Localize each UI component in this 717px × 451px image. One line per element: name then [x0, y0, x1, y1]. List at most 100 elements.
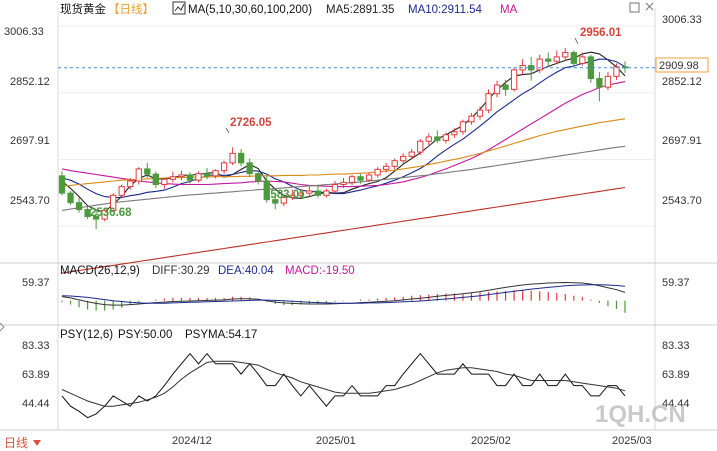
candle: [587, 54, 595, 83]
x-axis: 2024/12 2025/01 2025/02 2025/03: [172, 435, 652, 447]
watermark: 1QH.CN: [595, 401, 686, 428]
current-price-label: 2909.98: [659, 60, 699, 72]
macd-params: MACD(26,12,9): [60, 265, 140, 277]
macd-diff: DIFF:30.29: [152, 265, 210, 277]
y-tick-label: 3006.33: [4, 26, 44, 38]
psy-y-tick: 83.33: [662, 340, 690, 352]
main-header: 现货黄金 【日线】 MA(5,10,30,60,100,200) MA5:289…: [60, 1, 654, 16]
candle: [246, 158, 253, 177]
macd-line-dea: [61, 284, 626, 304]
candle-body: [229, 152, 236, 164]
candle: [127, 178, 134, 190]
candle-body: [331, 183, 339, 192]
close-icon[interactable]: [645, 2, 654, 11]
candle-body: [570, 52, 577, 64]
candle: [553, 50, 560, 65]
candle-body: [246, 162, 253, 175]
candle-body: [237, 152, 245, 164]
macd-panel: [61, 281, 626, 313]
candle: [519, 59, 526, 75]
current-price-tag: 2909.98: [655, 57, 709, 73]
candle-body: [348, 176, 356, 183]
candle-body: [255, 173, 262, 182]
y-tick-label: 2697.91: [10, 135, 50, 147]
candle: [169, 171, 177, 183]
candle: [212, 169, 219, 179]
candle-body: [127, 180, 134, 188]
candle: [613, 63, 620, 80]
candle-body: [425, 136, 432, 142]
x-tick-label: 2025/01: [316, 435, 356, 447]
candle-body: [493, 84, 501, 95]
candle: [92, 211, 100, 230]
period-switch-label[interactable]: 日线: [4, 436, 28, 450]
candle-body: [195, 173, 202, 181]
ma-more-label: MA: [500, 4, 518, 16]
candle: [408, 149, 415, 160]
psy-params: PSY(12,6): [60, 329, 113, 341]
candle: [110, 193, 117, 212]
macd-y-tick: 59.37: [662, 277, 690, 289]
psy-line-psy: [61, 352, 626, 419]
period-tag[interactable]: 【日线】: [108, 2, 154, 16]
candle-body: [340, 181, 347, 185]
candle: [237, 149, 245, 167]
psyma-value: PSYMA:54.17: [185, 329, 257, 341]
candle-body: [434, 136, 441, 141]
low-annotation: 2583.01: [264, 189, 306, 201]
period-switch[interactable]: 日线: [4, 436, 41, 450]
candle-body: [144, 168, 151, 175]
candle: [314, 184, 322, 198]
ma10-value: MA10:2911.54: [408, 4, 483, 16]
indicator-settings-icon[interactable]: [172, 1, 186, 15]
candle: [365, 172, 373, 182]
candle-body: [502, 84, 509, 90]
candle: [425, 133, 432, 145]
macd-dea: DEA:40.04: [218, 265, 274, 277]
macd-y-tick: 59.37: [22, 277, 50, 289]
candle: [195, 171, 202, 183]
candle-body: [186, 174, 194, 181]
candle-body: [67, 192, 74, 204]
candle-body: [545, 58, 552, 62]
panel-collapse-icon[interactable]: [0, 322, 5, 332]
restore-icon[interactable]: [629, 2, 640, 13]
candle-body: [135, 168, 142, 182]
candle-body: [476, 109, 484, 117]
candle: [391, 158, 398, 170]
psy-line-psyma: [61, 360, 626, 407]
candle: [272, 193, 279, 210]
candle: [400, 153, 407, 164]
candle: [562, 47, 569, 62]
candle: [161, 178, 168, 189]
y-tick-label: 2852.12: [662, 76, 702, 88]
psy-y-tick: 83.33: [22, 340, 50, 352]
ma-line-ma60: [61, 118, 626, 187]
candle: [459, 119, 467, 135]
chart-frame: [0, 8, 717, 431]
candle: [536, 54, 543, 73]
candle-body: [272, 199, 279, 204]
macd-line-diff: [61, 281, 626, 306]
chevron-down-icon[interactable]: [33, 440, 41, 446]
candle-body: [391, 160, 398, 167]
candle: [340, 178, 347, 188]
candle: [203, 168, 211, 180]
candle: [255, 170, 262, 185]
candles: [58, 47, 629, 230]
candle-body: [536, 58, 543, 71]
candle: [297, 188, 304, 199]
candle: [186, 172, 194, 184]
candle-body: [459, 121, 467, 133]
high-annotation-pointer: [574, 37, 579, 45]
y-tick-label: 3006.33: [662, 14, 702, 26]
candle-body: [212, 170, 219, 177]
candle: [263, 175, 270, 203]
candle-body: [84, 209, 91, 217]
candle-body: [596, 78, 603, 88]
candle-body: [280, 196, 287, 204]
candle: [417, 139, 424, 156]
candle-body: [169, 176, 177, 180]
candle-body: [314, 190, 322, 196]
y-tick-label: 2543.70: [10, 195, 50, 207]
